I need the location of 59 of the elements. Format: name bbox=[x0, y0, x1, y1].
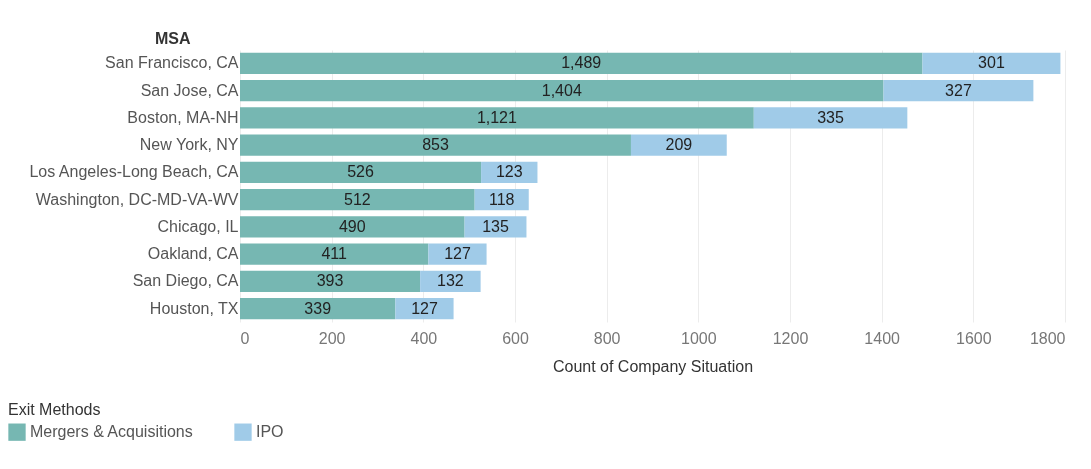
x-tick-label: 1800 bbox=[1029, 329, 1066, 347]
bar bbox=[240, 270, 421, 293]
bar bbox=[240, 189, 475, 211]
y-tick-label: Houston, TX bbox=[149, 299, 239, 317]
x-tick-label: 400 bbox=[410, 329, 438, 347]
data-label: 301 bbox=[978, 54, 1005, 72]
bar bbox=[240, 298, 396, 320]
y-tick-label: Oakland, CA bbox=[147, 245, 239, 263]
bar bbox=[240, 107, 754, 129]
x-tick-label: 600 bbox=[502, 329, 529, 347]
bar bbox=[240, 52, 923, 74]
x-tick-label: 1400 bbox=[864, 329, 901, 347]
y-axis-title: MSA bbox=[154, 29, 191, 47]
y-tick-label: Chicago, IL bbox=[157, 217, 239, 235]
data-label: 327 bbox=[945, 81, 972, 99]
data-label: 853 bbox=[422, 136, 449, 154]
data-label: 490 bbox=[338, 217, 366, 235]
legend-label: IPO bbox=[256, 423, 284, 441]
x-axis-title: Count of Company Situation bbox=[552, 357, 754, 375]
data-label: 132 bbox=[437, 272, 464, 290]
y-tick-label: San Diego, CA bbox=[132, 272, 239, 290]
x-tick-label: 0 bbox=[240, 329, 250, 347]
bar bbox=[240, 79, 884, 102]
data-label: 512 bbox=[343, 190, 371, 208]
data-label: 393 bbox=[316, 272, 344, 290]
data-label: 339 bbox=[304, 299, 332, 317]
x-tick-label: 1200 bbox=[772, 329, 809, 347]
bar bbox=[240, 134, 631, 156]
bar bbox=[753, 107, 908, 129]
y-tick-label: Washington, DC-MD-VA-WV bbox=[35, 190, 239, 208]
bar bbox=[922, 52, 1061, 74]
x-tick-label: 1000 bbox=[681, 329, 717, 347]
data-label: 411 bbox=[321, 245, 348, 263]
y-tick-label: San Francisco, CA bbox=[105, 54, 239, 72]
data-label: 127 bbox=[444, 245, 471, 263]
data-label: 135 bbox=[482, 217, 509, 235]
y-tick-label: New York, NY bbox=[139, 136, 239, 154]
bar bbox=[630, 134, 727, 156]
data-label: 1,121 bbox=[476, 108, 518, 126]
y-tick-label: Los Angeles-Long Beach, CA bbox=[29, 163, 239, 181]
legend-label: Mergers & Acquisitions bbox=[30, 423, 193, 441]
bar bbox=[240, 216, 465, 238]
data-label: 335 bbox=[817, 108, 845, 126]
data-label: 1,404 bbox=[541, 81, 582, 99]
data-label: 123 bbox=[495, 163, 523, 181]
data-label: 1,489 bbox=[561, 54, 602, 72]
legend-title: Exit Methods bbox=[8, 401, 101, 418]
y-tick-label: San Jose, CA bbox=[140, 81, 239, 99]
bar bbox=[240, 161, 482, 183]
bar bbox=[883, 79, 1034, 102]
data-label: 526 bbox=[347, 163, 374, 181]
data-label: 127 bbox=[411, 299, 438, 317]
bar bbox=[240, 243, 429, 265]
x-tick-label: 800 bbox=[593, 329, 621, 347]
y-tick-label: Boston, MA-NH bbox=[127, 108, 239, 126]
x-tick-label: 200 bbox=[318, 329, 346, 347]
data-label: 118 bbox=[488, 190, 515, 208]
data-label: 209 bbox=[665, 136, 693, 154]
x-tick-label: 1600 bbox=[956, 329, 992, 347]
